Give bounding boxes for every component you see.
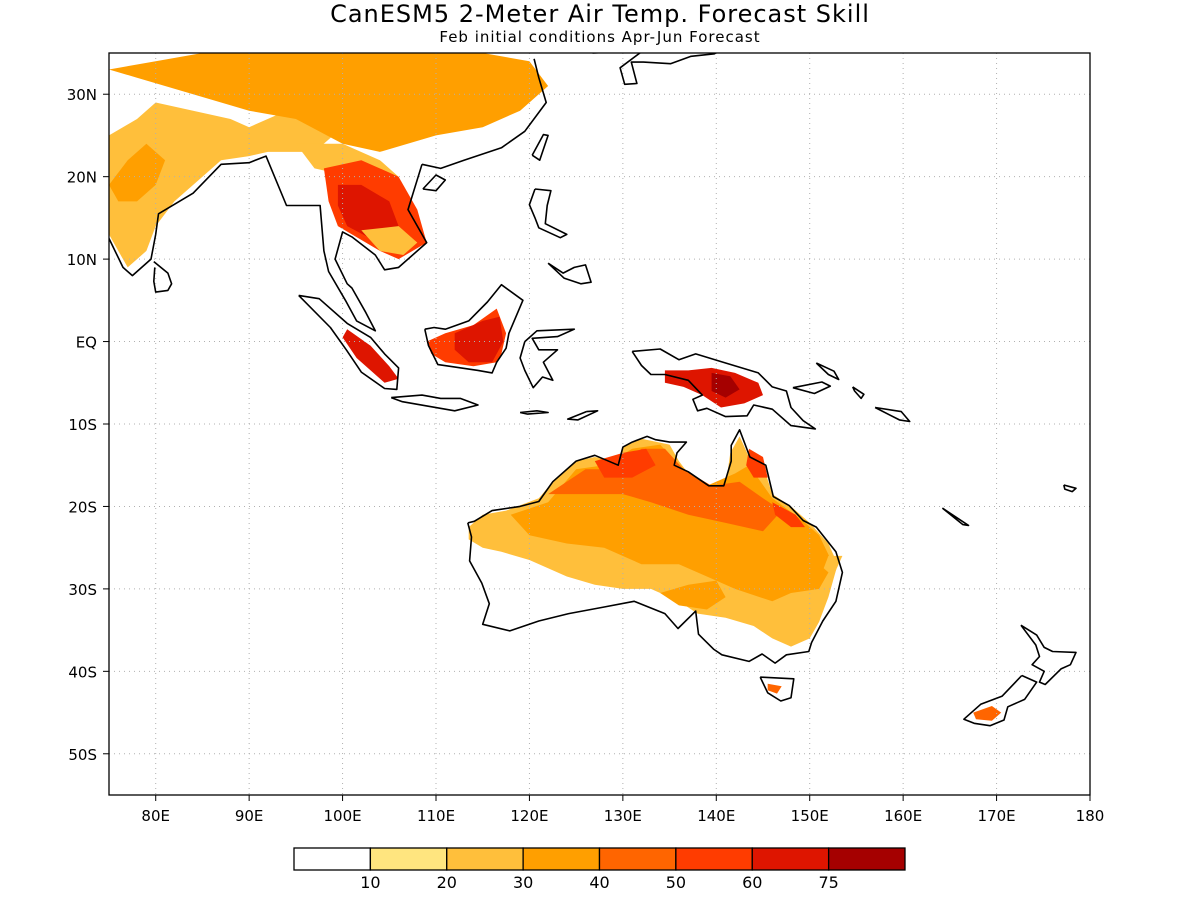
coastline <box>941 507 970 527</box>
coastline <box>153 260 173 293</box>
coastline <box>298 294 400 391</box>
lat-tick-label: EQ <box>76 334 97 352</box>
coastline <box>421 58 548 170</box>
skill-shading-layer <box>109 53 1002 721</box>
colorbar-swatch <box>293 847 372 871</box>
map-title: CanESM5 2-Meter Air Temp. Forecast Skill <box>330 0 870 28</box>
coastline <box>815 362 840 381</box>
colorbar-label: 60 <box>742 873 762 892</box>
lat-tick-label: 10S <box>68 416 97 434</box>
coastline <box>422 174 447 192</box>
colorbar-label: 10 <box>360 873 380 892</box>
coastline-layer <box>109 53 1077 727</box>
lon-tick-label: 130E <box>604 807 642 825</box>
lat-tick-label: 40S <box>68 663 97 681</box>
lon-tick-label: 110E <box>417 807 455 825</box>
lon-tick-label: 80E <box>141 807 170 825</box>
colorbar-label: 40 <box>589 873 609 892</box>
lon-tick-label: 90E <box>235 807 264 825</box>
lat-tick-label: 30S <box>68 581 97 599</box>
colorbar-swatch <box>598 847 677 871</box>
coastline <box>390 394 479 412</box>
colorbar-swatch <box>446 847 524 871</box>
coastline <box>519 328 576 389</box>
coastline <box>619 53 718 86</box>
coastline <box>531 133 549 161</box>
lat-tick-label: 30N <box>67 86 97 104</box>
longitude-ticks: 80E 90E 100E 110E 120E 130E 140E 150E 160E 170E 18… <box>141 795 1104 825</box>
lat-tick-label: 20N <box>67 169 97 187</box>
coastline <box>1063 484 1077 493</box>
skill-region-level-2 <box>823 555 843 577</box>
lon-tick-label: 150E <box>791 807 829 825</box>
coastline <box>109 155 428 332</box>
skill-region-level-2 <box>109 102 343 268</box>
coastline <box>963 674 1038 727</box>
coastline <box>874 406 911 423</box>
colorbar: 10 20 30 40 50 60 75 <box>293 847 906 892</box>
colorbar-swatch <box>751 847 830 871</box>
skill-region-level-5 <box>594 448 656 478</box>
colorbar-label: 20 <box>437 873 457 892</box>
skill-region-level-3 <box>109 143 166 202</box>
colorbar-label: 75 <box>818 873 838 892</box>
coastline <box>851 386 865 400</box>
lon-tick-label: 180 <box>1076 807 1105 825</box>
coastline <box>1020 624 1077 686</box>
coastline <box>792 381 832 395</box>
lon-tick-label: 120E <box>510 807 548 825</box>
lon-tick-label: 160E <box>884 807 922 825</box>
coastline <box>759 676 795 702</box>
skill-region-level-4 <box>767 683 782 694</box>
map-subtitle: Feb initial conditions Apr-Jun Forecast <box>439 28 761 46</box>
coastline <box>547 262 592 285</box>
skill-region-level-3 <box>109 53 549 152</box>
colorbar-swatch <box>522 847 601 871</box>
lon-tick-label: 170E <box>978 807 1016 825</box>
lat-tick-label: 10N <box>67 251 97 269</box>
lat-tick-label: 50S <box>68 746 97 764</box>
skill-region-level-6 <box>454 316 504 363</box>
coastline <box>519 409 549 415</box>
colorbar-swatch <box>369 847 448 871</box>
lon-tick-label: 140E <box>697 807 735 825</box>
coastline <box>424 283 524 374</box>
colorbar-swatch <box>827 847 906 871</box>
latitude-ticks: 30N 20N 10N EQ 10S 20S 30S 40S 50S <box>67 86 109 764</box>
skill-region-level-5 <box>772 502 805 528</box>
lat-tick-label: 20S <box>68 498 97 516</box>
coastline <box>566 409 599 421</box>
coastline <box>467 428 844 664</box>
coastline <box>528 188 568 239</box>
skill-region-level-2 <box>361 226 418 255</box>
colorbar-label: 30 <box>513 873 533 892</box>
skill-region-level-6 <box>337 184 399 239</box>
skill-region-level-5 <box>746 448 768 478</box>
coastline <box>631 348 817 430</box>
colorbar-swatch <box>675 847 753 871</box>
skill-region-level-6 <box>342 329 399 383</box>
coastline <box>592 53 609 54</box>
skill-region-level-3 <box>660 580 726 610</box>
skill-region-level-4 <box>973 706 1002 721</box>
lon-tick-label: 100E <box>324 807 362 825</box>
gridlines-layer <box>109 53 1090 795</box>
skill-region-level-7 <box>711 372 740 398</box>
colorbar-label: 50 <box>666 873 686 892</box>
